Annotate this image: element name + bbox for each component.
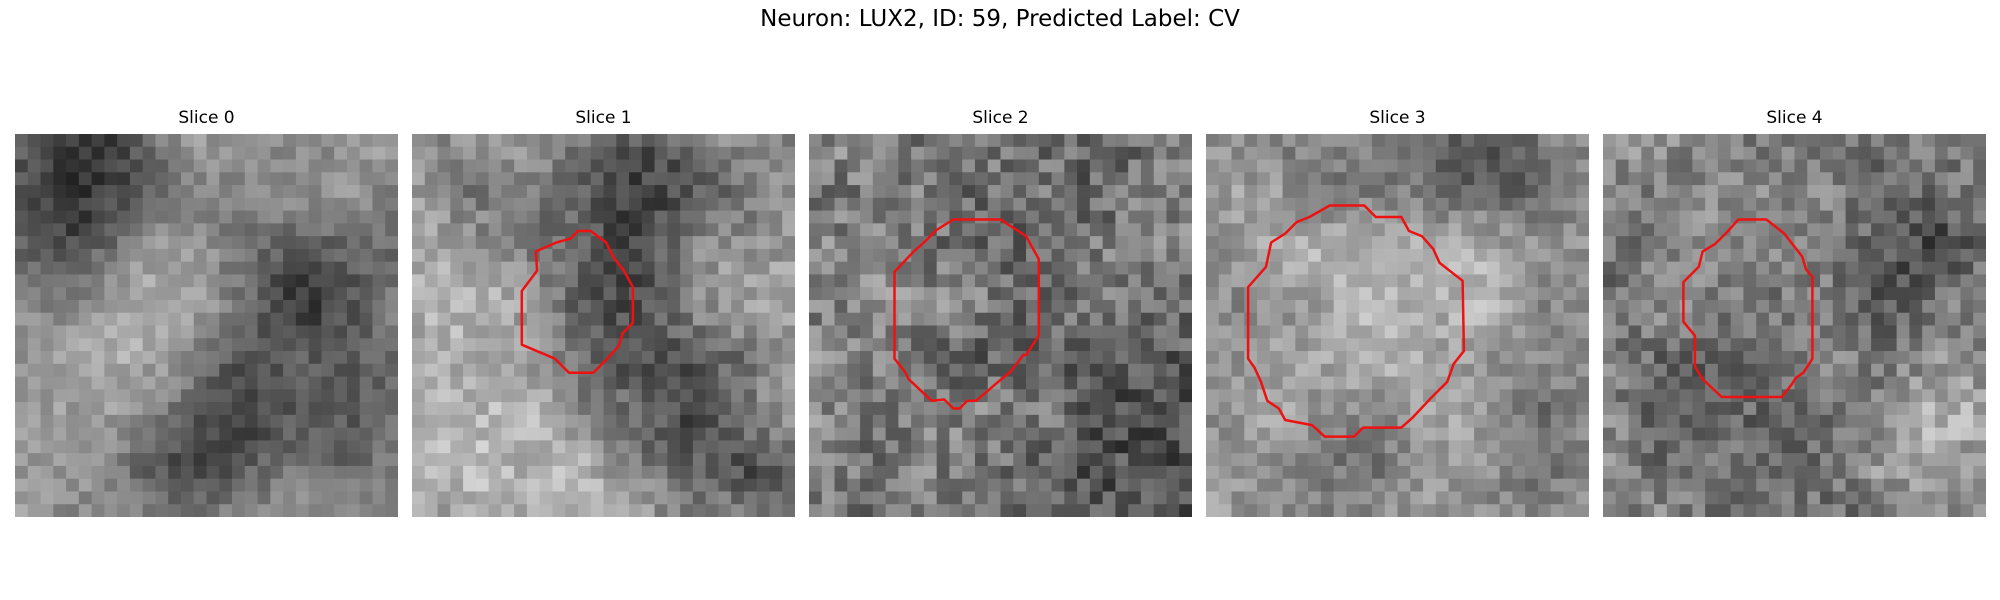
slice-title-1: Slice 1 [575, 108, 632, 128]
slice-image-1 [412, 134, 795, 517]
slice-title-0: Slice 0 [178, 108, 235, 128]
contour-outline-1 [520, 229, 635, 374]
slice-title-4: Slice 4 [1766, 108, 1823, 128]
contour-outline-2 [893, 218, 1041, 410]
slice-image-0 [15, 134, 398, 517]
slice-title-3: Slice 3 [1369, 108, 1426, 128]
slice-title-2: Slice 2 [972, 108, 1029, 128]
slice-image-3 [1206, 134, 1589, 517]
contour-outline-3 [1246, 204, 1466, 438]
figure-title: Neuron: LUX2, ID: 59, Predicted Label: C… [760, 6, 1240, 32]
slice-image-2 [809, 134, 1192, 517]
slice-image-4 [1603, 134, 1986, 517]
contour-outline-4 [1682, 218, 1814, 399]
